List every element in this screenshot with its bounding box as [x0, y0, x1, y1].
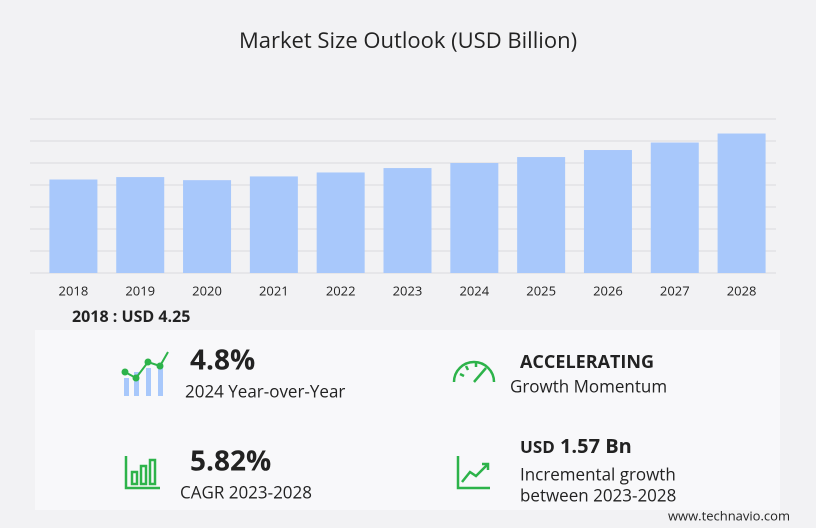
bar: [717, 133, 766, 273]
highlight: 2018 : USD 4.25: [72, 305, 190, 327]
x-tick-label: 2027: [660, 281, 690, 299]
icon-incremental: [456, 456, 490, 490]
highlight-year: 2018: [72, 305, 109, 327]
stat-value: 5.82%: [190, 441, 271, 479]
bar: [183, 180, 232, 273]
bar: [249, 176, 298, 273]
stat-value: ACCELERATING: [520, 350, 654, 374]
x-tick-label: 2023: [393, 281, 423, 299]
icon-gauge: [452, 360, 496, 383]
bar: [517, 157, 566, 273]
stat-label: between 2023-2028: [520, 484, 676, 507]
bar: [116, 177, 165, 273]
stat-label: CAGR 2023-2028: [180, 481, 312, 504]
chart-title: Market Size Outlook (USD Billion): [239, 25, 577, 55]
stat-label: Growth Momentum: [510, 375, 667, 398]
bar: [383, 168, 432, 273]
bar: [49, 179, 98, 273]
x-tick-label: 2025: [526, 281, 556, 299]
x-tick-label: 2019: [125, 281, 155, 299]
stats-panel: [35, 330, 780, 510]
bar: [450, 163, 499, 273]
x-tick-label: 2028: [727, 281, 757, 299]
footer: www.technavio.com: [668, 506, 790, 524]
x-tick-label: 2018: [59, 281, 89, 299]
x-tick-label: 2022: [326, 281, 356, 299]
stat-label: Incremental growth: [520, 463, 676, 486]
stat-value: 4.8%: [190, 340, 255, 378]
icon-yoy: [121, 351, 169, 396]
stat-value: 1.57 Bn: [560, 432, 632, 459]
stat-label: 2024 Year-over-Year: [185, 380, 345, 403]
x-tick-label: 2026: [593, 281, 623, 299]
bar: [316, 172, 365, 273]
stat-currency: USD: [520, 435, 555, 458]
x-tick-label: 2024: [459, 281, 489, 299]
bar: [650, 142, 699, 273]
x-tick-label: 2020: [192, 281, 222, 299]
highlight-currency: : USD: [113, 305, 154, 327]
bar: [583, 150, 632, 273]
icon-cagr: [124, 456, 160, 490]
stat-value-group: USD 1.57 Bn: [520, 432, 632, 459]
highlight-value: 4.25: [158, 305, 190, 327]
x-tick-label: 2021: [259, 281, 289, 299]
